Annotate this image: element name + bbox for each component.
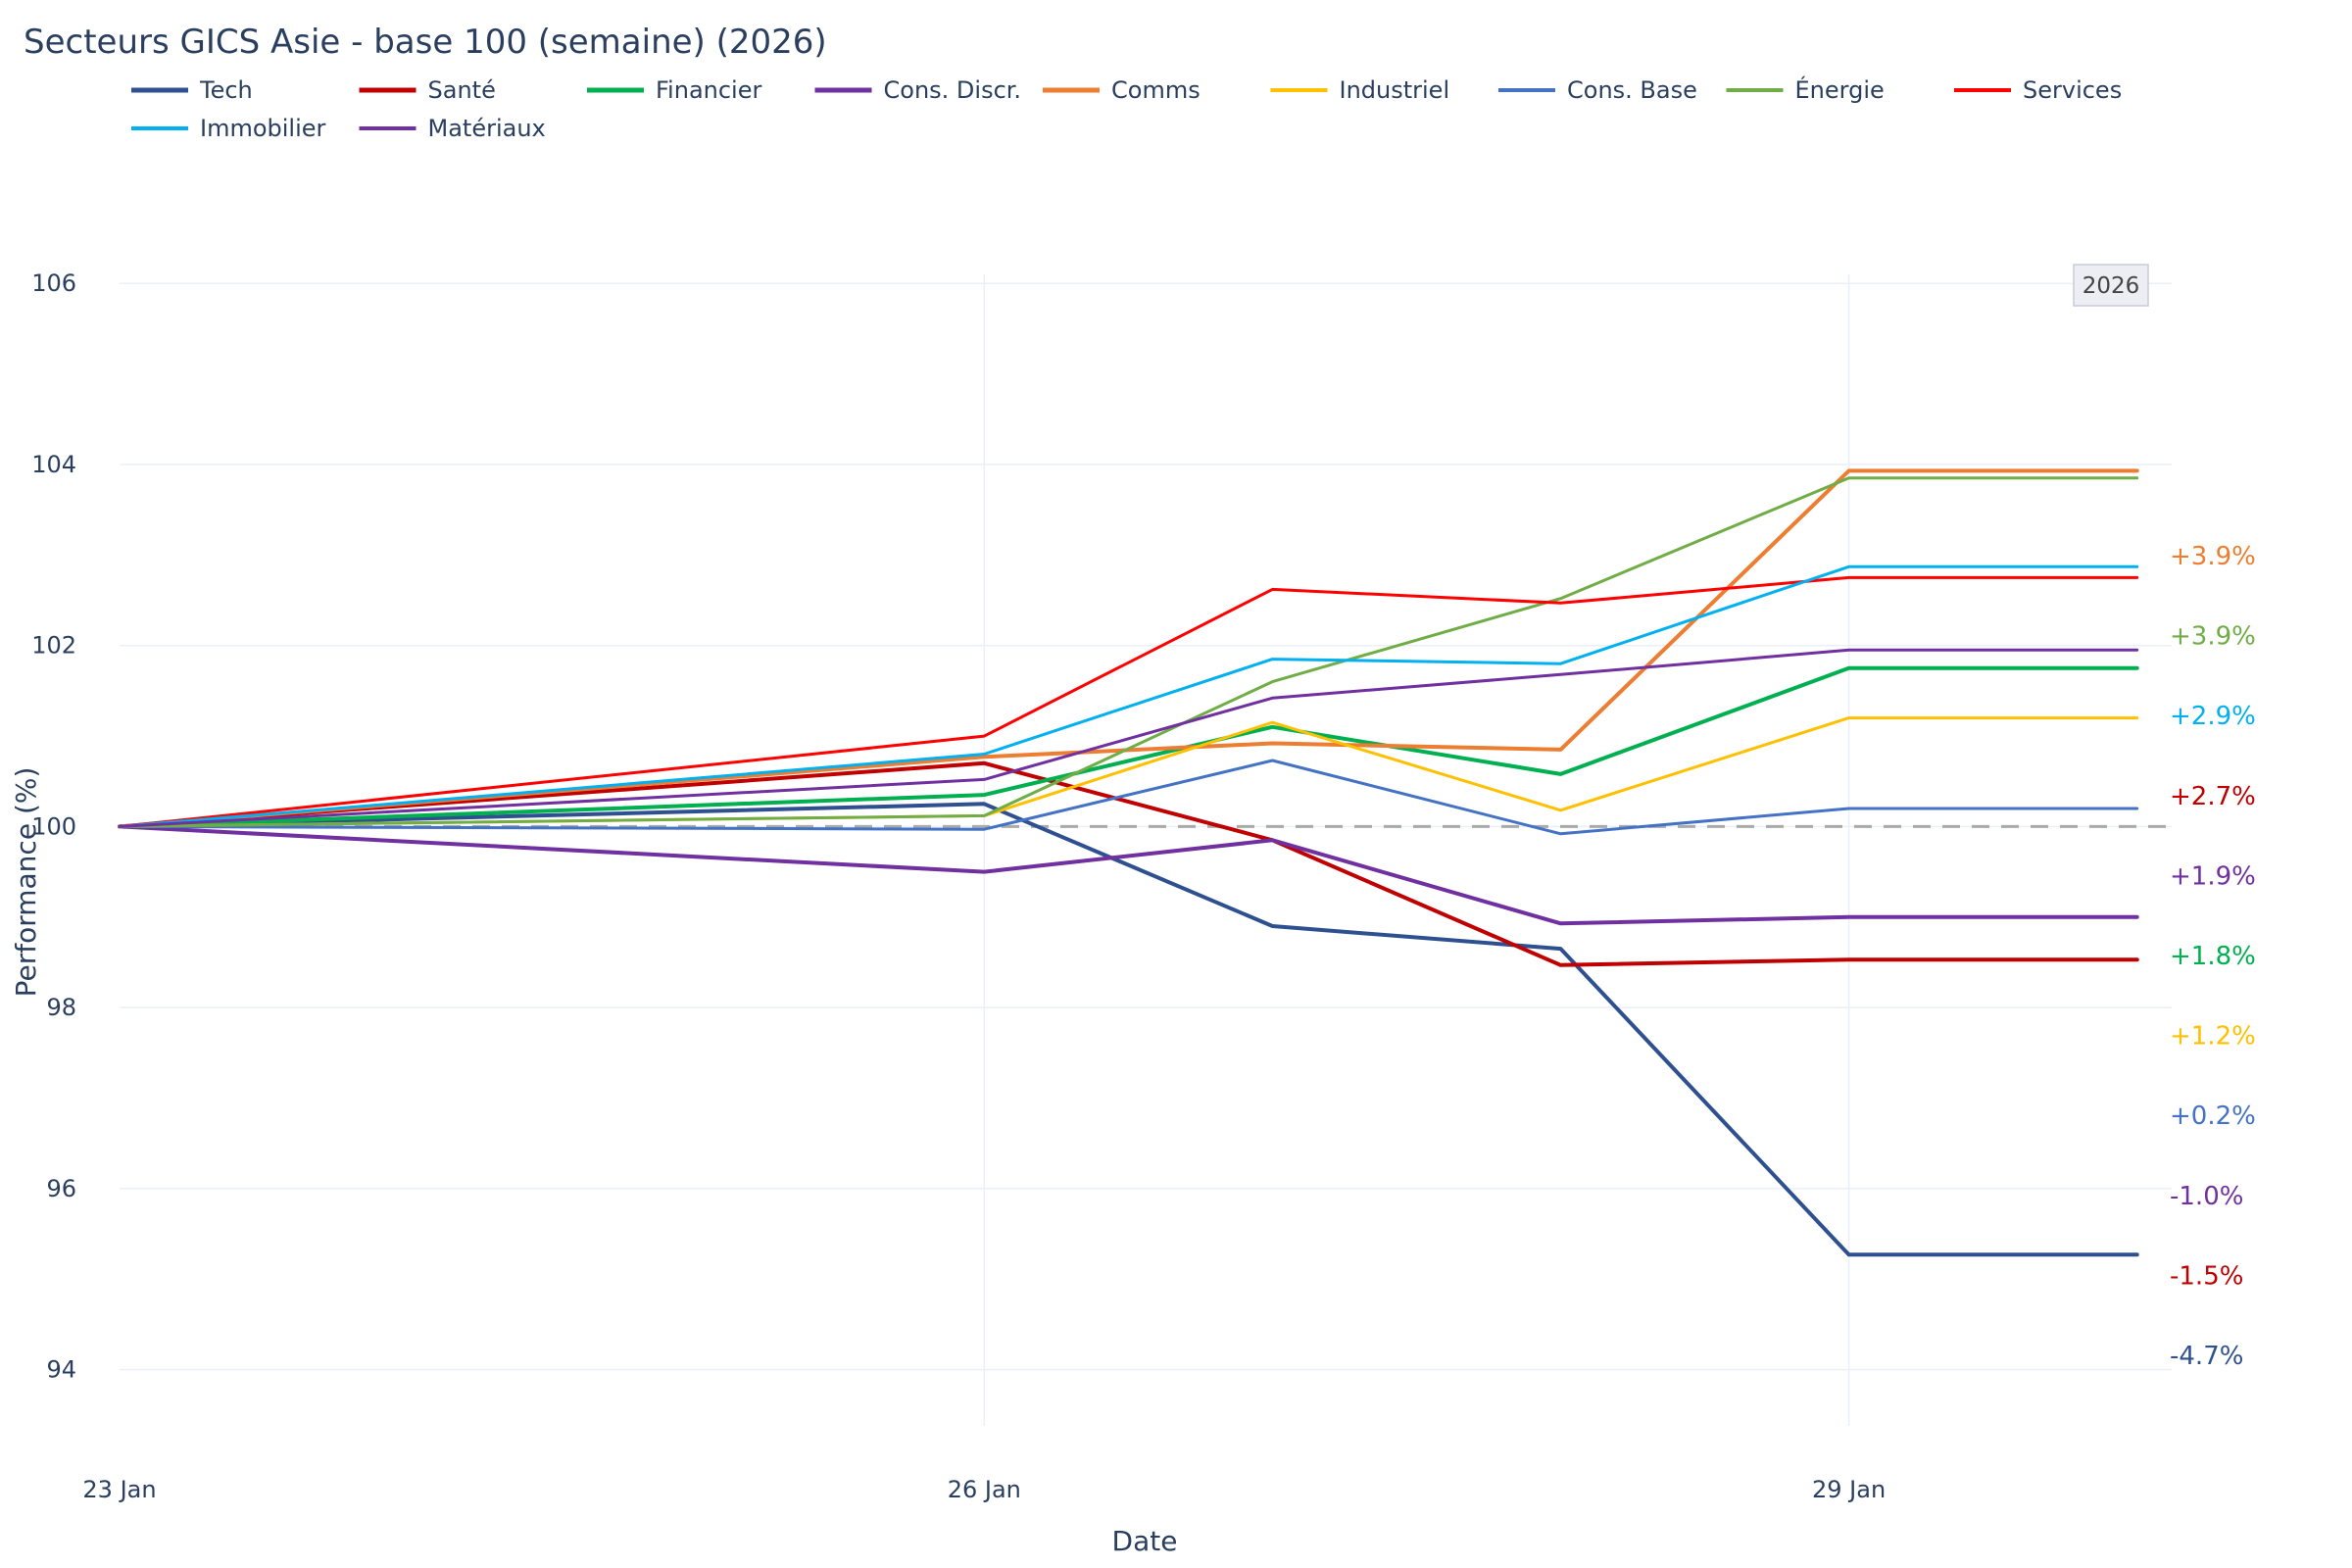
year-badge-box [2073,264,2149,307]
legend-item[interactable]: Financier [587,76,761,104]
legend-label: Industriel [1340,76,1450,104]
legend-label: Comms [1111,76,1200,104]
end-label: +1.2% [2170,1022,2256,1052]
end-label: +1.9% [2170,861,2256,891]
legend-item[interactable]: Cons. Discr. [814,76,1022,104]
series-line-Santé [118,760,2139,967]
x-tick-label: 23 Jan [82,1476,156,1503]
legend-item[interactable]: Services [1954,76,2122,104]
y-tick-label: 98 [46,994,76,1021]
series-line-Tech [118,802,2139,1257]
legend-label: Énergie [1795,75,1885,104]
legend-label: Cons. Discr. [884,76,1022,104]
y-axis-ticks: 94 96 98 100 102 104 106 [31,270,76,1383]
end-label: +3.9% [2170,542,2256,571]
legend-item[interactable]: Énergie [1726,75,1885,104]
series-line-Financier [118,665,2139,829]
legend-label: Financier [656,76,761,104]
series-line-Cons. Base [118,759,2139,836]
chart-title: Secteurs GICS Asie - base 100 (semaine) … [24,23,827,62]
y-tick-label: 96 [46,1175,76,1202]
x-tick-label: 26 Jan [948,1476,1021,1503]
legend-item[interactable]: Matériaux [359,115,546,142]
x-axis-title: Date [1112,1525,1178,1557]
x-axis-ticks: 23 Jan 26 Jan 29 Jan [82,1476,1886,1503]
legend-item[interactable]: Santé [359,76,496,104]
year-badge: 2026 [2073,264,2149,307]
end-label: -4.7% [2170,1342,2243,1371]
year-badge-label: 2026 [2082,273,2140,299]
y-axis-title: Performance (%) [10,767,42,998]
y-tick-label: 104 [31,451,76,478]
y-tick-label: 100 [31,812,76,840]
end-label: +2.9% [2170,702,2256,731]
x-tick-label: 29 Jan [1812,1476,1886,1503]
series-line-Comms [118,468,2139,829]
gridlines [120,274,2172,1426]
end-label: -1.5% [2170,1261,2243,1291]
series-line-Cons. Discr. [118,824,2139,926]
legend-label: Immobilier [200,115,326,142]
end-label: +2.7% [2170,782,2256,811]
y-tick-label: 94 [46,1356,76,1384]
legend-item[interactable]: Tech [131,76,253,104]
legend-item[interactable]: Cons. Base [1498,76,1697,104]
series-lines [118,468,2139,1257]
end-label: +1.8% [2170,942,2256,971]
end-label: +3.9% [2170,622,2256,652]
series-line-Services [118,575,2139,828]
y-tick-label: 106 [31,270,76,297]
y-tick-label: 102 [31,632,76,660]
legend-label: Cons. Base [1567,76,1697,104]
legend-label: Tech [199,76,253,104]
legend-label: Santé [428,76,496,104]
legend: Tech Santé Financier Cons. Discr. Comms Indus… [131,75,2122,142]
series-line-Matériaux [118,648,2139,828]
legend-label: Matériaux [428,115,546,142]
end-label: +0.2% [2170,1102,2256,1131]
legend-item[interactable]: Comms [1043,76,1200,104]
end-label: -1.0% [2170,1182,2243,1211]
end-labels: +3.9% +3.9% +2.9% +2.7% +1.9% +1.8% +1.2% +0.2%… [2170,542,2256,1371]
series-line-Énergie [118,476,2139,828]
legend-label: Services [2023,76,2122,104]
legend-item[interactable]: Immobilier [131,115,326,142]
series-line-Immobilier [118,564,2139,828]
legend-item[interactable]: Industriel [1270,76,1450,104]
